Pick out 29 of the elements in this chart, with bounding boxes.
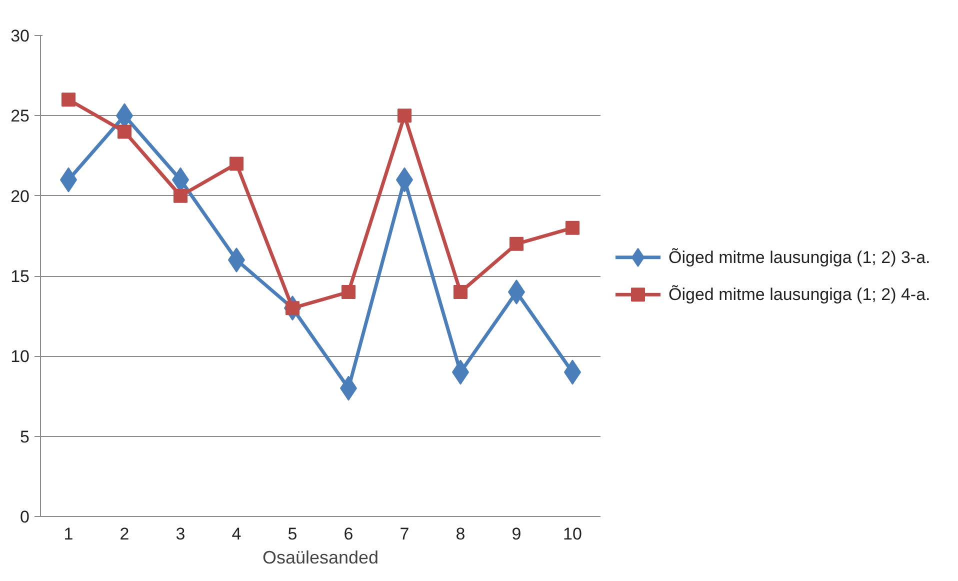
x-tick-label: 5 [288, 524, 298, 544]
x-tick-label: 1 [64, 524, 74, 544]
point [230, 156, 244, 171]
y-tick-label: 10 [10, 347, 30, 366]
point [566, 220, 580, 235]
point [342, 285, 356, 300]
y-tick-label: 15 [10, 267, 30, 286]
x-tick-label: 7 [400, 524, 410, 544]
x-tick-label: 10 [563, 524, 582, 544]
y-tick-label: 25 [10, 106, 30, 126]
y-tick-label: 30 [10, 26, 30, 46]
point [62, 92, 76, 107]
y-tick-label: 0 [20, 508, 30, 526]
point [454, 285, 468, 300]
point [398, 108, 412, 123]
y-tick-label: 5 [20, 427, 30, 446]
point [510, 236, 524, 251]
x-tick-label: 9 [512, 524, 522, 544]
legend-label: Õiged mitme lausungiga (1; 2) 3-a. [668, 248, 930, 267]
x-axis-title: Osaülesanded [262, 548, 379, 568]
legend-label: Õiged mitme lausungiga (1; 2) 4-a. [668, 285, 930, 304]
x-tick-label: 6 [344, 524, 354, 544]
y-tick-label: 20 [10, 186, 30, 206]
point [118, 124, 132, 139]
point [174, 188, 188, 203]
x-tick-label: 2 [120, 524, 130, 544]
x-tick-label: 3 [176, 524, 186, 544]
x-tick-label: 4 [232, 524, 242, 544]
x-tick-label: 8 [456, 524, 466, 544]
